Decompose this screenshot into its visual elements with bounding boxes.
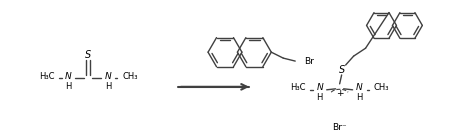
Text: Br⁻: Br⁻ bbox=[333, 123, 347, 132]
Text: H: H bbox=[356, 93, 363, 102]
Text: CH₃: CH₃ bbox=[122, 72, 138, 81]
Text: N: N bbox=[65, 72, 72, 81]
Text: H: H bbox=[316, 93, 323, 102]
Text: N: N bbox=[105, 72, 112, 81]
Text: N: N bbox=[356, 83, 363, 92]
Text: H₃C: H₃C bbox=[39, 72, 54, 81]
Text: H: H bbox=[105, 82, 112, 91]
Text: S: S bbox=[86, 50, 91, 60]
Text: N: N bbox=[316, 83, 323, 92]
Text: H: H bbox=[65, 82, 72, 91]
Text: +: + bbox=[336, 89, 343, 98]
Text: Br: Br bbox=[304, 57, 314, 66]
Text: CH₃: CH₃ bbox=[374, 83, 389, 92]
Text: H₃C: H₃C bbox=[290, 83, 306, 92]
Text: S: S bbox=[338, 65, 345, 75]
